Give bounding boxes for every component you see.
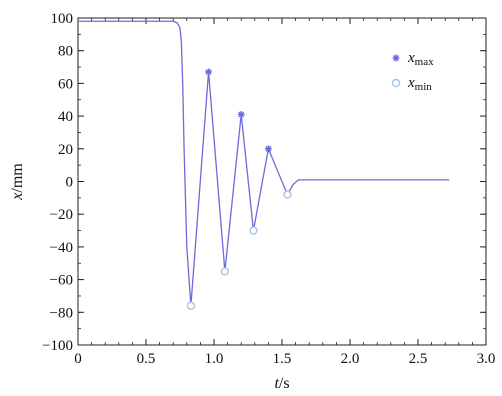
y-tick-label: 0: [66, 175, 74, 191]
y-tick-label: 100: [51, 11, 74, 27]
y-tick-label: 60: [58, 76, 73, 92]
y-tick-label: 40: [58, 109, 73, 125]
y-axis-unit: /mm: [9, 163, 26, 193]
axes: 0 0.5 1.0 1.5 2.0 2.5 3.0 −100 −80 −60 −40 −20 0 20 40…: [42, 11, 495, 367]
star-stroke: [393, 55, 399, 61]
series-layer: [78, 20, 450, 307]
xmin-marker: [283, 190, 292, 199]
x-tick-label: 0: [74, 351, 82, 367]
xmax-marker: [264, 145, 272, 153]
y-tick-label: −100: [42, 338, 73, 354]
y-tick-label: −40: [50, 240, 73, 256]
xmax-marker: [205, 68, 213, 76]
x-tick-label: 2.0: [341, 351, 360, 367]
star-stroke: [205, 68, 212, 75]
xmin-marker: [220, 267, 230, 276]
star-stroke: [265, 145, 272, 152]
x-tick-label: 1.5: [273, 351, 292, 367]
y-tick-label: 20: [58, 142, 73, 158]
x-axis-var: t: [274, 375, 279, 392]
xmax-marker: [237, 110, 245, 118]
markers-layer: [186, 68, 292, 310]
legend-label-xmin: xmin: [407, 75, 432, 93]
x-tick-label: 3.0: [477, 351, 496, 367]
y-tick-label: −20: [50, 207, 73, 223]
x-tick-label: 1.0: [205, 351, 224, 367]
x-axis-label: t/s: [274, 375, 289, 392]
star-stroke: [238, 111, 245, 118]
x-axis-unit: /s: [279, 375, 290, 392]
legend-label-xmax: xmax: [407, 50, 434, 68]
x-tick-label: 0.5: [137, 351, 156, 367]
legend-var: x: [407, 50, 415, 66]
legend-var: x: [407, 75, 415, 91]
axis-labels: t/s x/mm: [9, 163, 290, 392]
xmin-marker: [186, 301, 196, 310]
legend-sub: max: [415, 56, 434, 68]
x-tick-label: 2.5: [409, 351, 428, 367]
legend-sub: min: [415, 81, 433, 93]
legend-xmax-symbol: [392, 54, 400, 62]
y-axis-var: x: [9, 193, 26, 201]
y-tick-label: 80: [58, 44, 73, 60]
y-tick-label: −80: [50, 305, 73, 321]
legend-xmin-symbol: [391, 78, 401, 88]
xmin-marker: [249, 226, 258, 235]
y-axis-label: x/mm: [9, 163, 26, 201]
series-line: [78, 20, 450, 307]
y-tick-label: −60: [50, 273, 73, 289]
